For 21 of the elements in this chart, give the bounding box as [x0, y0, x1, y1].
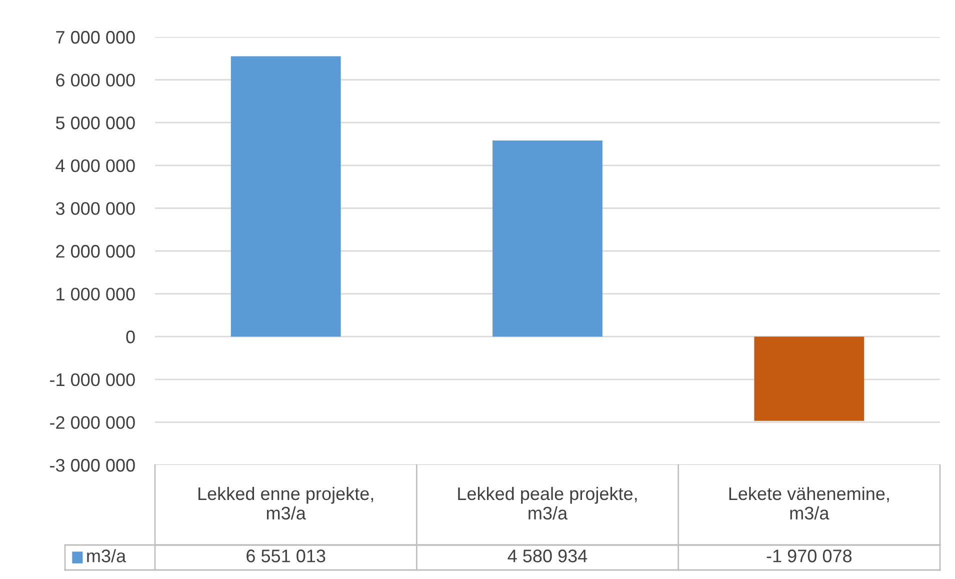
y-tick-label: 1 000 000 — [56, 288, 135, 301]
y-tick-label: 5 000 000 — [56, 116, 135, 130]
legend-label: m3/a — [87, 549, 126, 562]
bar — [230, 56, 341, 337]
y-tick-label: 7 000 000 — [56, 30, 135, 44]
y-tick-label: 2 000 000 — [56, 244, 135, 258]
bar — [754, 336, 864, 421]
data-label: 6 551 013 — [246, 550, 326, 562]
y-tick-label: 4 000 000 — [56, 159, 135, 172]
x-tick-label: Lekked peale projekte, m3/a — [458, 486, 637, 520]
data-label: 4 580 934 — [508, 550, 588, 562]
y-tick-label: 3 000 000 — [56, 202, 135, 215]
data-label: -1 970 078 — [766, 550, 852, 562]
y-tick-label: -3 000 000 — [50, 458, 135, 472]
x-tick-label: Lekked enne projekte, m3/a — [198, 486, 374, 520]
y-tick-label: 0 — [126, 330, 135, 344]
bar — [492, 140, 602, 337]
y-tick-label: -2 000 000 — [50, 416, 135, 429]
y-tick-label: 6 000 000 — [56, 74, 135, 87]
y-tick-label: -1 000 000 — [50, 373, 135, 386]
x-tick-label: Lekete vähenemine, m3/a — [729, 486, 889, 520]
